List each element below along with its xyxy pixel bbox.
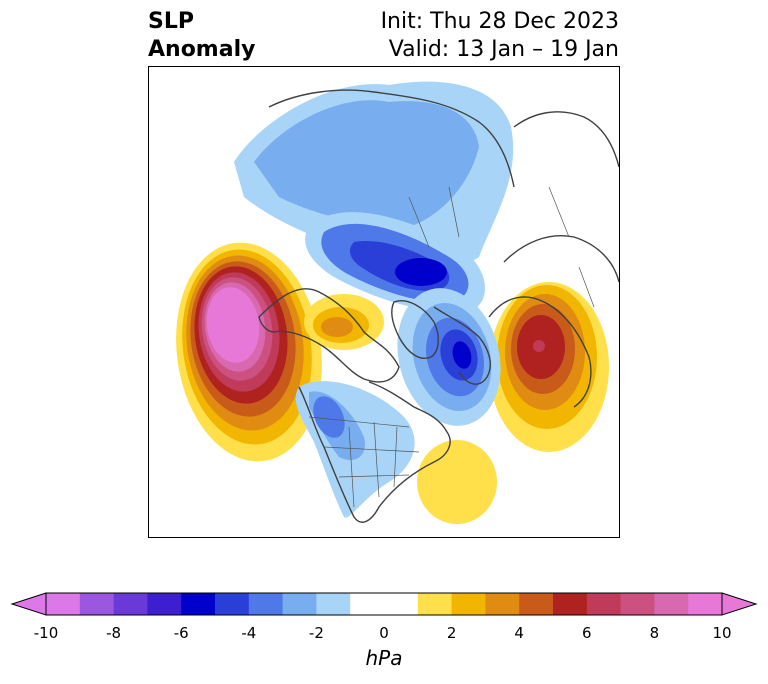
- colorbar-tick-label: 8: [649, 624, 660, 642]
- anomaly-arctic-low-broad: [234, 81, 514, 269]
- colorbar-tick-label: -6: [173, 624, 189, 642]
- colorbar-cell: [620, 593, 655, 615]
- colorbar-cell: [654, 593, 689, 615]
- colorbar-cell: [46, 593, 81, 615]
- colorbar-tick-label: -4: [241, 624, 257, 642]
- title-line-2: Anomaly: [148, 37, 256, 62]
- colorbar-cell: [451, 593, 486, 615]
- colorbar-cells: [46, 593, 723, 615]
- colorbar-tick-label: -8: [106, 624, 122, 642]
- anomaly-siberian-low: [305, 212, 486, 313]
- colorbar-tick-label: 6: [582, 624, 592, 642]
- colorbar-tick-label: -10: [33, 624, 59, 642]
- colorbar-cell: [350, 593, 419, 615]
- init-date-label: Init: Thu 28 Dec 2023: [380, 9, 619, 34]
- anomaly-atlantic-high: [417, 440, 497, 524]
- colorbar-cell: [282, 593, 317, 615]
- colorbar-tick-label: 2: [446, 624, 457, 642]
- map-panel: [148, 66, 620, 538]
- country-borders: [308, 186, 595, 508]
- colorbar-cell: [553, 593, 588, 615]
- title-line-1: SLP: [148, 9, 194, 34]
- colorbar-extend-min: [10, 592, 47, 616]
- coastlines: [258, 89, 619, 523]
- colorbar-tick-label: 10: [712, 624, 732, 642]
- colorbar-tick-label: -2: [308, 624, 324, 642]
- anomaly-western-us-low: [295, 381, 415, 518]
- map-title: SLP Anomaly: [148, 8, 255, 64]
- date-info: Init: Thu 28 Dec 2023 Valid: 13 Jan – 19…: [381, 8, 619, 64]
- colorbar-cell: [215, 593, 250, 615]
- colorbar-cell: [519, 593, 554, 615]
- valid-range-label: Valid: 13 Jan – 19 Jan: [388, 37, 619, 62]
- colorbar-cell: [79, 593, 114, 615]
- colorbar-cell: [113, 593, 148, 615]
- colorbar: [10, 592, 758, 616]
- colorbar-extend-max: [721, 592, 758, 616]
- colorbar-cell: [586, 593, 621, 615]
- colorbar-cell: [181, 593, 216, 615]
- colorbar-cell: [248, 593, 283, 615]
- anomaly-scandinavia-high: [489, 282, 609, 452]
- colorbar-outline: [45, 592, 723, 616]
- colorbar-tick-label: 0: [379, 624, 389, 642]
- colorbar-cell: [485, 593, 520, 615]
- colorbar-cell: [147, 593, 182, 615]
- colorbar-unit-label: hPa: [365, 646, 403, 670]
- anomaly-map: [176, 81, 619, 524]
- colorbar-tick-label: 4: [514, 624, 524, 642]
- colorbar-cell: [417, 593, 452, 615]
- colorbar-cell: [316, 593, 351, 615]
- anomaly-gulf-of-alaska-high: [176, 242, 322, 462]
- colorbar-cell: [688, 593, 723, 615]
- anomaly-bering-high: [304, 294, 384, 350]
